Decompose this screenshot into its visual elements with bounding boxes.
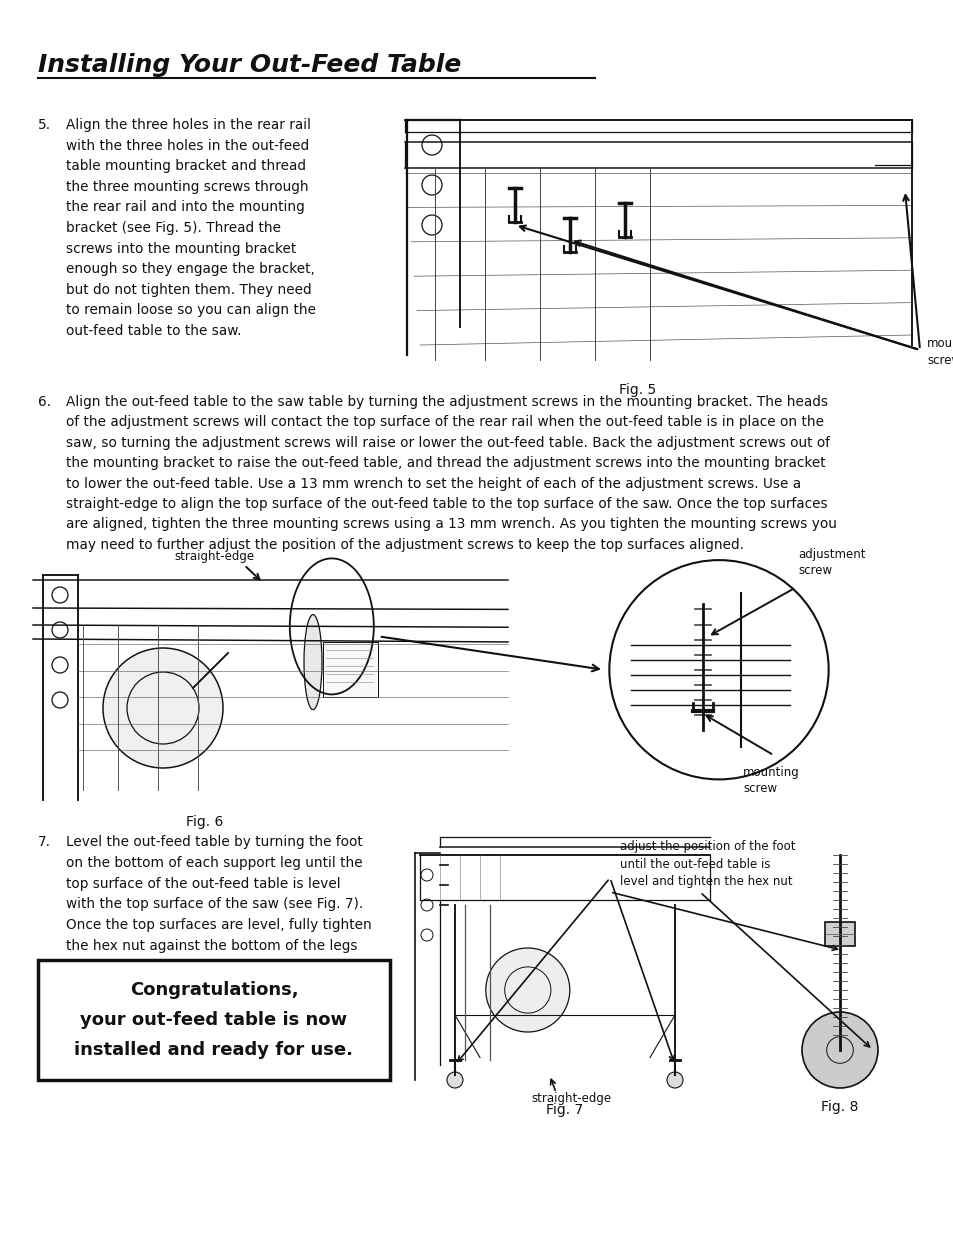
Text: Fig. 6: Fig. 6: [186, 815, 223, 829]
Text: 5.: 5.: [38, 119, 51, 132]
Text: Fig. 7: Fig. 7: [546, 1103, 583, 1116]
Text: straight-edge: straight-edge: [174, 550, 254, 563]
Text: Level the out-feed table by turning the foot
on the bottom of each support leg u: Level the out-feed table by turning the …: [66, 835, 372, 974]
Text: 6.: 6.: [38, 395, 51, 409]
Text: Congratulations,
your out-feed table is now
installed and ready for use.: Congratulations, your out-feed table is …: [74, 981, 354, 1058]
Circle shape: [485, 948, 569, 1032]
FancyBboxPatch shape: [824, 923, 854, 946]
Circle shape: [609, 561, 828, 779]
Text: Align the three holes in the rear rail
with the three holes in the out-feed
tabl: Align the three holes in the rear rail w…: [66, 119, 315, 338]
Text: Fig. 8: Fig. 8: [821, 1100, 858, 1114]
Bar: [323, 642, 377, 697]
Ellipse shape: [304, 615, 322, 710]
Text: Align the out-feed table to the saw table by turning the adjustment screws in th: Align the out-feed table to the saw tabl…: [66, 395, 836, 552]
Text: mounting
screw: mounting screw: [742, 766, 799, 795]
Circle shape: [666, 1072, 682, 1088]
Text: 7.: 7.: [38, 835, 51, 848]
Circle shape: [801, 1011, 877, 1088]
Circle shape: [103, 648, 223, 768]
Text: adjustment
screw: adjustment screw: [797, 547, 864, 577]
Text: mounting
screws: mounting screws: [926, 337, 953, 367]
Circle shape: [447, 1072, 462, 1088]
Text: Fig. 5: Fig. 5: [618, 383, 656, 396]
Text: adjust the position of the foot
until the out-feed table is
level and tighten th: adjust the position of the foot until th…: [619, 840, 795, 888]
Bar: [38, 960, 390, 1079]
Text: straight-edge: straight-edge: [531, 1092, 611, 1105]
Text: Installing Your Out-Feed Table: Installing Your Out-Feed Table: [38, 53, 461, 77]
